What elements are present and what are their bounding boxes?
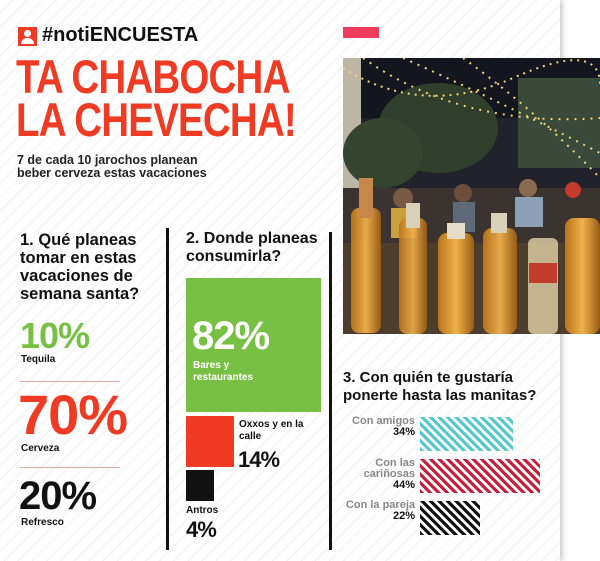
q3-amigos-label: Con amigos 34% [340, 416, 415, 438]
q2-oxxos-label: Oxxos y en la calle [239, 419, 304, 442]
accent-bar [343, 27, 379, 38]
q1-tequila-percent: 10% [20, 315, 90, 356]
q3-carinosas-bar [420, 459, 540, 493]
q3-carinosas-value: 44% [392, 479, 415, 491]
q3-amigos-bar [420, 417, 513, 451]
q3-pareja-bar [420, 501, 480, 535]
q2-antros-percent: 4% [186, 517, 217, 542]
q3-amigos-value: 34% [392, 426, 415, 438]
q3-pareja-value: 22% [392, 510, 415, 522]
q2-bars-label: Bares y restaurantes [193, 360, 254, 383]
beer-photo-illustration [343, 58, 600, 334]
question-3: 3. Con quién te gustaría ponerte hasta l… [343, 369, 537, 404]
q3-pareja-label: Con la pareja 22% [340, 500, 415, 522]
subtitle: 7 de cada 10 jarochos planean beber cerv… [17, 153, 207, 180]
q2-antros-block [186, 470, 214, 501]
q1-separator-2 [20, 467, 120, 468]
headline: TA CHABOCHA LA CHEVECHA! [16, 50, 297, 146]
column-divider-2 [329, 232, 332, 550]
q1-refresco-percent: 20% [19, 474, 97, 518]
q1-refresco-label: Refresco [21, 517, 64, 528]
q1-cerveza-label: Cerveza [21, 443, 60, 454]
beer-photo [343, 58, 600, 334]
headline-line-2: LA CHEVECHA! [16, 93, 297, 146]
q2-oxxos-block [186, 416, 234, 467]
headline-line-1: TA CHABOCHA [16, 50, 290, 103]
hashtag-label: #notiENCUESTA [42, 24, 199, 46]
q2-bars-block: 82% Bares y restaurantes [186, 278, 321, 412]
column-divider-1 [166, 228, 169, 550]
question-2: 2. Donde planeas consumirla? [186, 230, 318, 265]
question-1: 1. Qué planeas tomar en estas vacaciones… [20, 231, 140, 303]
q2-oxxos-percent: 14% [238, 447, 280, 472]
q3-carinosas-label: Con las cariñosas 44% [340, 458, 415, 491]
q1-separator-1 [20, 381, 120, 382]
user-icon [18, 27, 37, 46]
q3-amigos-name: Con amigos [352, 415, 415, 427]
q3-carinosas-name: Con las cariñosas [363, 457, 415, 480]
q1-cerveza-percent: 70% [18, 383, 128, 446]
q2-antros-label: Antros [186, 505, 219, 516]
q2-bars-percent: 82% [192, 314, 270, 358]
q3-pareja-name: Con la pareja [345, 499, 415, 511]
q1-tequila-label: Tequila [21, 354, 56, 365]
